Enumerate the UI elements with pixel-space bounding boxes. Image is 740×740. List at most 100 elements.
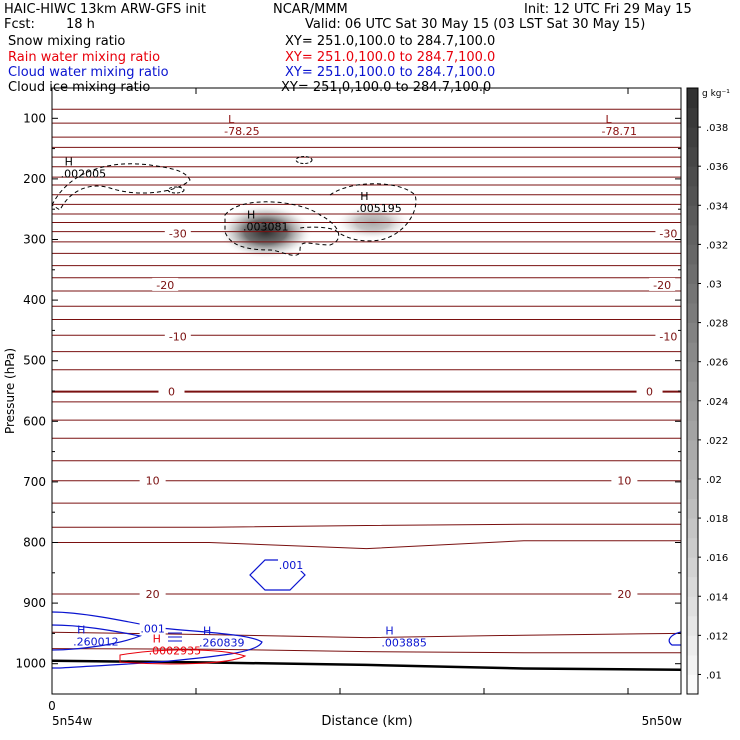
y-tick-label: 800 <box>23 536 46 550</box>
y-axis-label: Pressure (hPa) <box>3 348 17 434</box>
extremum-value-label: -78.25 <box>224 125 259 138</box>
field-xy-snow: XY= 251.0,100.0 to 284.7,100.0 <box>285 34 496 49</box>
colorbar-frame <box>686 87 699 695</box>
snow-contour <box>224 201 340 256</box>
colorbar-cell <box>687 185 698 206</box>
colorbar-cell <box>687 127 698 148</box>
header-center: NCAR/MMM <box>273 2 348 17</box>
y-tick-label: 200 <box>23 172 46 186</box>
colorbar-cell <box>687 400 698 421</box>
colorbar-cell <box>687 342 698 363</box>
y-tick-label: 900 <box>23 596 46 610</box>
extremum-type-label: H <box>360 190 368 203</box>
snow-contour <box>52 163 191 211</box>
field-name-rain: Rain water mixing ratio <box>8 50 161 65</box>
extremum-value-label: .260012 <box>73 635 119 648</box>
temperature-contour-label: 0 <box>646 386 653 399</box>
cloud-water-contour <box>168 632 182 642</box>
colorbar-cell <box>687 263 698 284</box>
colorbar-cell <box>687 361 698 382</box>
theta-contour <box>52 540 681 550</box>
colorbar-cell <box>687 576 698 597</box>
colorbar-cell <box>687 654 698 675</box>
contour-label-bg <box>158 384 185 398</box>
extremum-type-label: H <box>153 633 161 646</box>
colorbar-tick-label: .02 <box>706 475 722 486</box>
theta-contour <box>52 523 681 528</box>
snow-contour <box>299 183 417 242</box>
cloud-water-contour-label: .001 <box>279 559 304 572</box>
colorbar-cell <box>687 439 698 460</box>
colorbar-tick-label: .024 <box>706 397 728 408</box>
contour-label-bg <box>278 557 305 571</box>
extremum-type-label: H <box>385 625 393 638</box>
colorbar-tick-label: .028 <box>706 319 728 330</box>
snow-contour <box>295 156 313 164</box>
temperature-contour-label: -20 <box>653 279 671 292</box>
x-start-label: 5n54w <box>52 714 93 728</box>
contour-label-bg <box>636 384 663 398</box>
header-fcst-value: 18 h <box>66 17 95 32</box>
colorbar-tick-label: .016 <box>706 553 728 564</box>
contour-label-bg <box>164 329 191 343</box>
y-tick-label: 600 <box>23 414 46 428</box>
field-name-snow: Snow mixing ratio <box>8 34 126 49</box>
temperature-contour-label: -30 <box>169 227 187 240</box>
extremum-value-label: .0002935 <box>149 645 202 658</box>
temperature-contour-label: -10 <box>169 330 187 343</box>
temperature-contour-label: -20 <box>156 279 174 292</box>
header-title: HAIC-HIWC 13km ARW-GFS init <box>4 2 206 17</box>
colorbar-cell <box>687 381 698 402</box>
colorbar-tick-label: .01 <box>706 670 722 681</box>
contour-label-bg <box>611 473 638 487</box>
y-tick-label: 100 <box>23 111 46 125</box>
snow-contour <box>167 186 185 194</box>
y-tick-label: 400 <box>23 293 46 307</box>
extremum-value-label: .003885 <box>381 637 427 650</box>
temperature-contour-label: 20 <box>146 588 160 601</box>
extremum-type-label: H <box>203 625 211 638</box>
temperature-contour-label: -10 <box>659 330 677 343</box>
colorbar-cell <box>687 146 698 167</box>
colorbar-cell <box>687 166 698 187</box>
header-init: Init: 12 UTC Fri 29 May 15 <box>524 2 692 17</box>
contour-label-bg <box>649 277 676 291</box>
colorbar-tick-label: .018 <box>706 514 728 525</box>
colorbar-cell <box>687 615 698 636</box>
cloud-water-contour <box>52 611 263 669</box>
theta-contour <box>52 648 681 654</box>
x-tick-label: 0 <box>48 699 56 713</box>
field-name-cloud-water: Cloud water mixing ratio <box>8 65 169 80</box>
contour-label-bg <box>655 329 682 343</box>
field-xy-rain: XY= 251.0,100.0 to 284.7,100.0 <box>285 50 496 65</box>
terrain-line <box>52 659 681 672</box>
colorbar-cell <box>687 537 698 558</box>
colorbar-cell <box>687 459 698 480</box>
colorbar-tick-label: .014 <box>706 592 728 603</box>
colorbar-cell <box>687 478 698 500</box>
cloud-water-contour <box>52 624 143 651</box>
cloud-water-contour-label: .001 <box>140 623 165 636</box>
colorbar-tick-label: .012 <box>706 631 728 642</box>
contour-label-bg <box>164 226 191 240</box>
temperature-contour-label: 10 <box>617 475 631 488</box>
extremum-type-label: H <box>247 208 255 221</box>
header-fcst-label: Fcst: <box>4 17 35 32</box>
temperature-contour-label: 20 <box>617 588 631 601</box>
extremum-type-label: L <box>606 113 613 126</box>
contour-label-bg <box>139 621 166 635</box>
colorbar-cell <box>687 107 698 128</box>
y-tick-label: 1000 <box>15 657 46 671</box>
colorbar-tick-label: .038 <box>706 123 728 134</box>
colorbar-cell <box>687 498 698 519</box>
field-xy-cloud-water: XY= 251.0,100.0 to 284.7,100.0 <box>285 65 496 80</box>
y-tick-label: 300 <box>23 233 46 247</box>
colorbar-tick-label: .022 <box>706 436 728 447</box>
colorbar-tick-label: .034 <box>706 201 728 212</box>
rain-water-contour <box>119 649 247 665</box>
colorbar-cell <box>687 596 698 617</box>
extremum-value-label: .005195 <box>356 202 402 215</box>
contour-label-bg <box>152 277 179 291</box>
contour-label-bg <box>611 587 638 601</box>
